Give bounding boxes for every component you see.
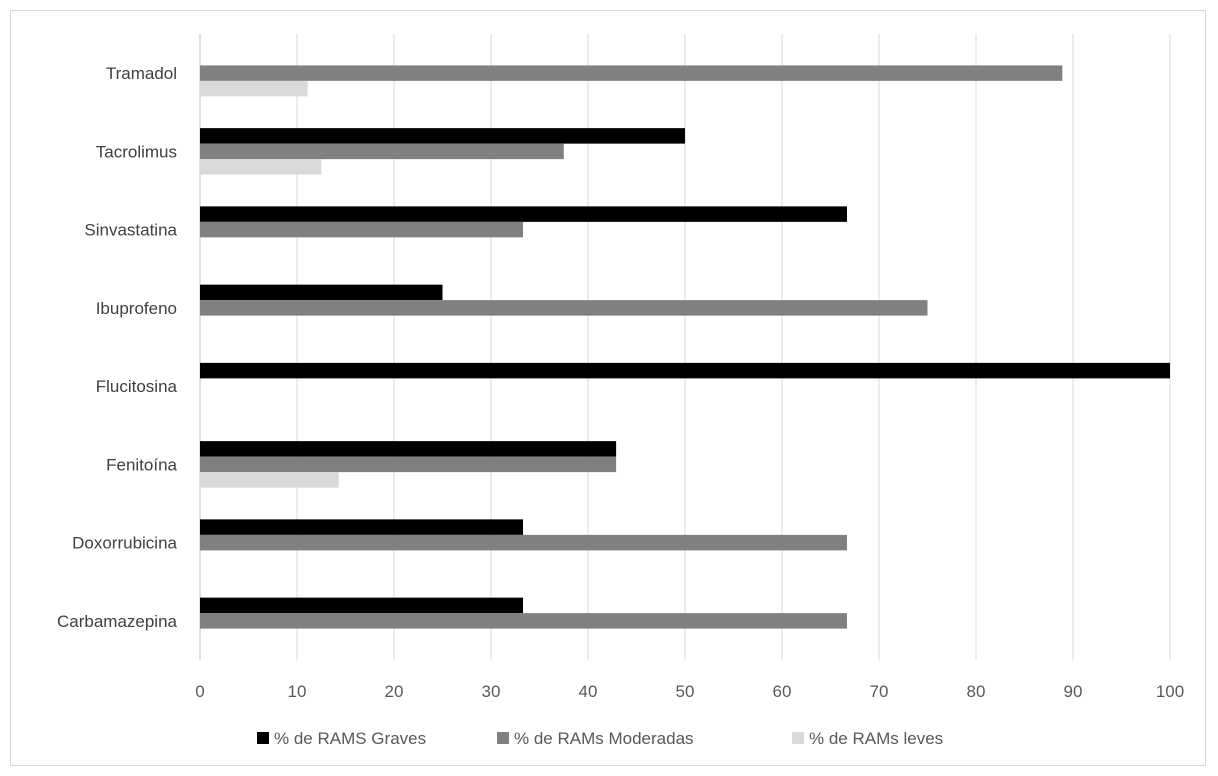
bar-fenitoína-series-2: [200, 472, 339, 488]
bar-tramadol-series-1: [200, 65, 1063, 81]
legend-swatch: [257, 732, 269, 744]
bar-fenitoína-series-1: [200, 456, 617, 473]
bar-doxorrubicina-series-1: [200, 534, 847, 551]
x-tick-label: 90: [1064, 682, 1083, 701]
bar-ibuprofeno-series-1: [200, 300, 928, 316]
bar-sinvastatina-series-0: [200, 206, 847, 222]
legend-swatch: [792, 732, 804, 744]
category-label: Tacrolimus: [96, 142, 177, 161]
legend-label: % de RAMS Graves: [274, 729, 426, 748]
bar-flucitosina-series-0: [200, 362, 1170, 379]
bar-carbamazepina-series-1: [200, 613, 847, 629]
bar-doxorrubicina-series-0: [200, 519, 524, 535]
x-tick-label: 50: [676, 682, 695, 701]
category-label: Flucitosina: [96, 377, 178, 396]
category-label: Tramadol: [106, 64, 177, 83]
category-labels: Carbamazepina Doxorrubicina Fenitoína Fluci…: [57, 64, 178, 631]
bar-sinvastatina-series-1: [200, 221, 524, 238]
bar-ibuprofeno-series-0: [200, 284, 443, 301]
bars: [200, 65, 1170, 629]
category-label: Sinvastatina: [84, 221, 177, 240]
legend-swatch: [497, 732, 509, 744]
category-label: Carbamazepina: [57, 612, 178, 631]
x-tick-label: 10: [288, 682, 307, 701]
legend: % de RAMS Graves % de RAMs Moderadas % de …: [257, 729, 943, 748]
legend-label: % de RAMs Moderadas: [514, 729, 694, 748]
bar-tacrolimus-series-0: [200, 128, 685, 144]
x-tick-label: 30: [482, 682, 501, 701]
x-tick-label: 40: [579, 682, 598, 701]
legend-label: % de RAMs leves: [809, 729, 943, 748]
bar-carbamazepina-series-0: [200, 597, 524, 614]
gridlines: [199, 34, 1171, 660]
x-tick-label: 0: [195, 682, 204, 701]
bar-fenitoína-series-0: [200, 441, 617, 457]
bar-tacrolimus-series-2: [200, 159, 322, 175]
bar-tramadol-series-2: [200, 80, 308, 97]
x-tick-labels: 0 10 20 30 40 50 60 70 80 90 100: [195, 682, 1184, 701]
x-tick-label: 100: [1156, 682, 1184, 701]
bar-tacrolimus-series-1: [200, 143, 564, 160]
category-label: Doxorrubicina: [72, 534, 177, 553]
x-tick-label: 80: [967, 682, 986, 701]
x-tick-label: 70: [870, 682, 889, 701]
x-tick-label: 20: [385, 682, 404, 701]
category-label: Fenitoína: [106, 455, 177, 474]
x-tick-label: 60: [773, 682, 792, 701]
category-label: Ibuprofeno: [96, 299, 177, 318]
